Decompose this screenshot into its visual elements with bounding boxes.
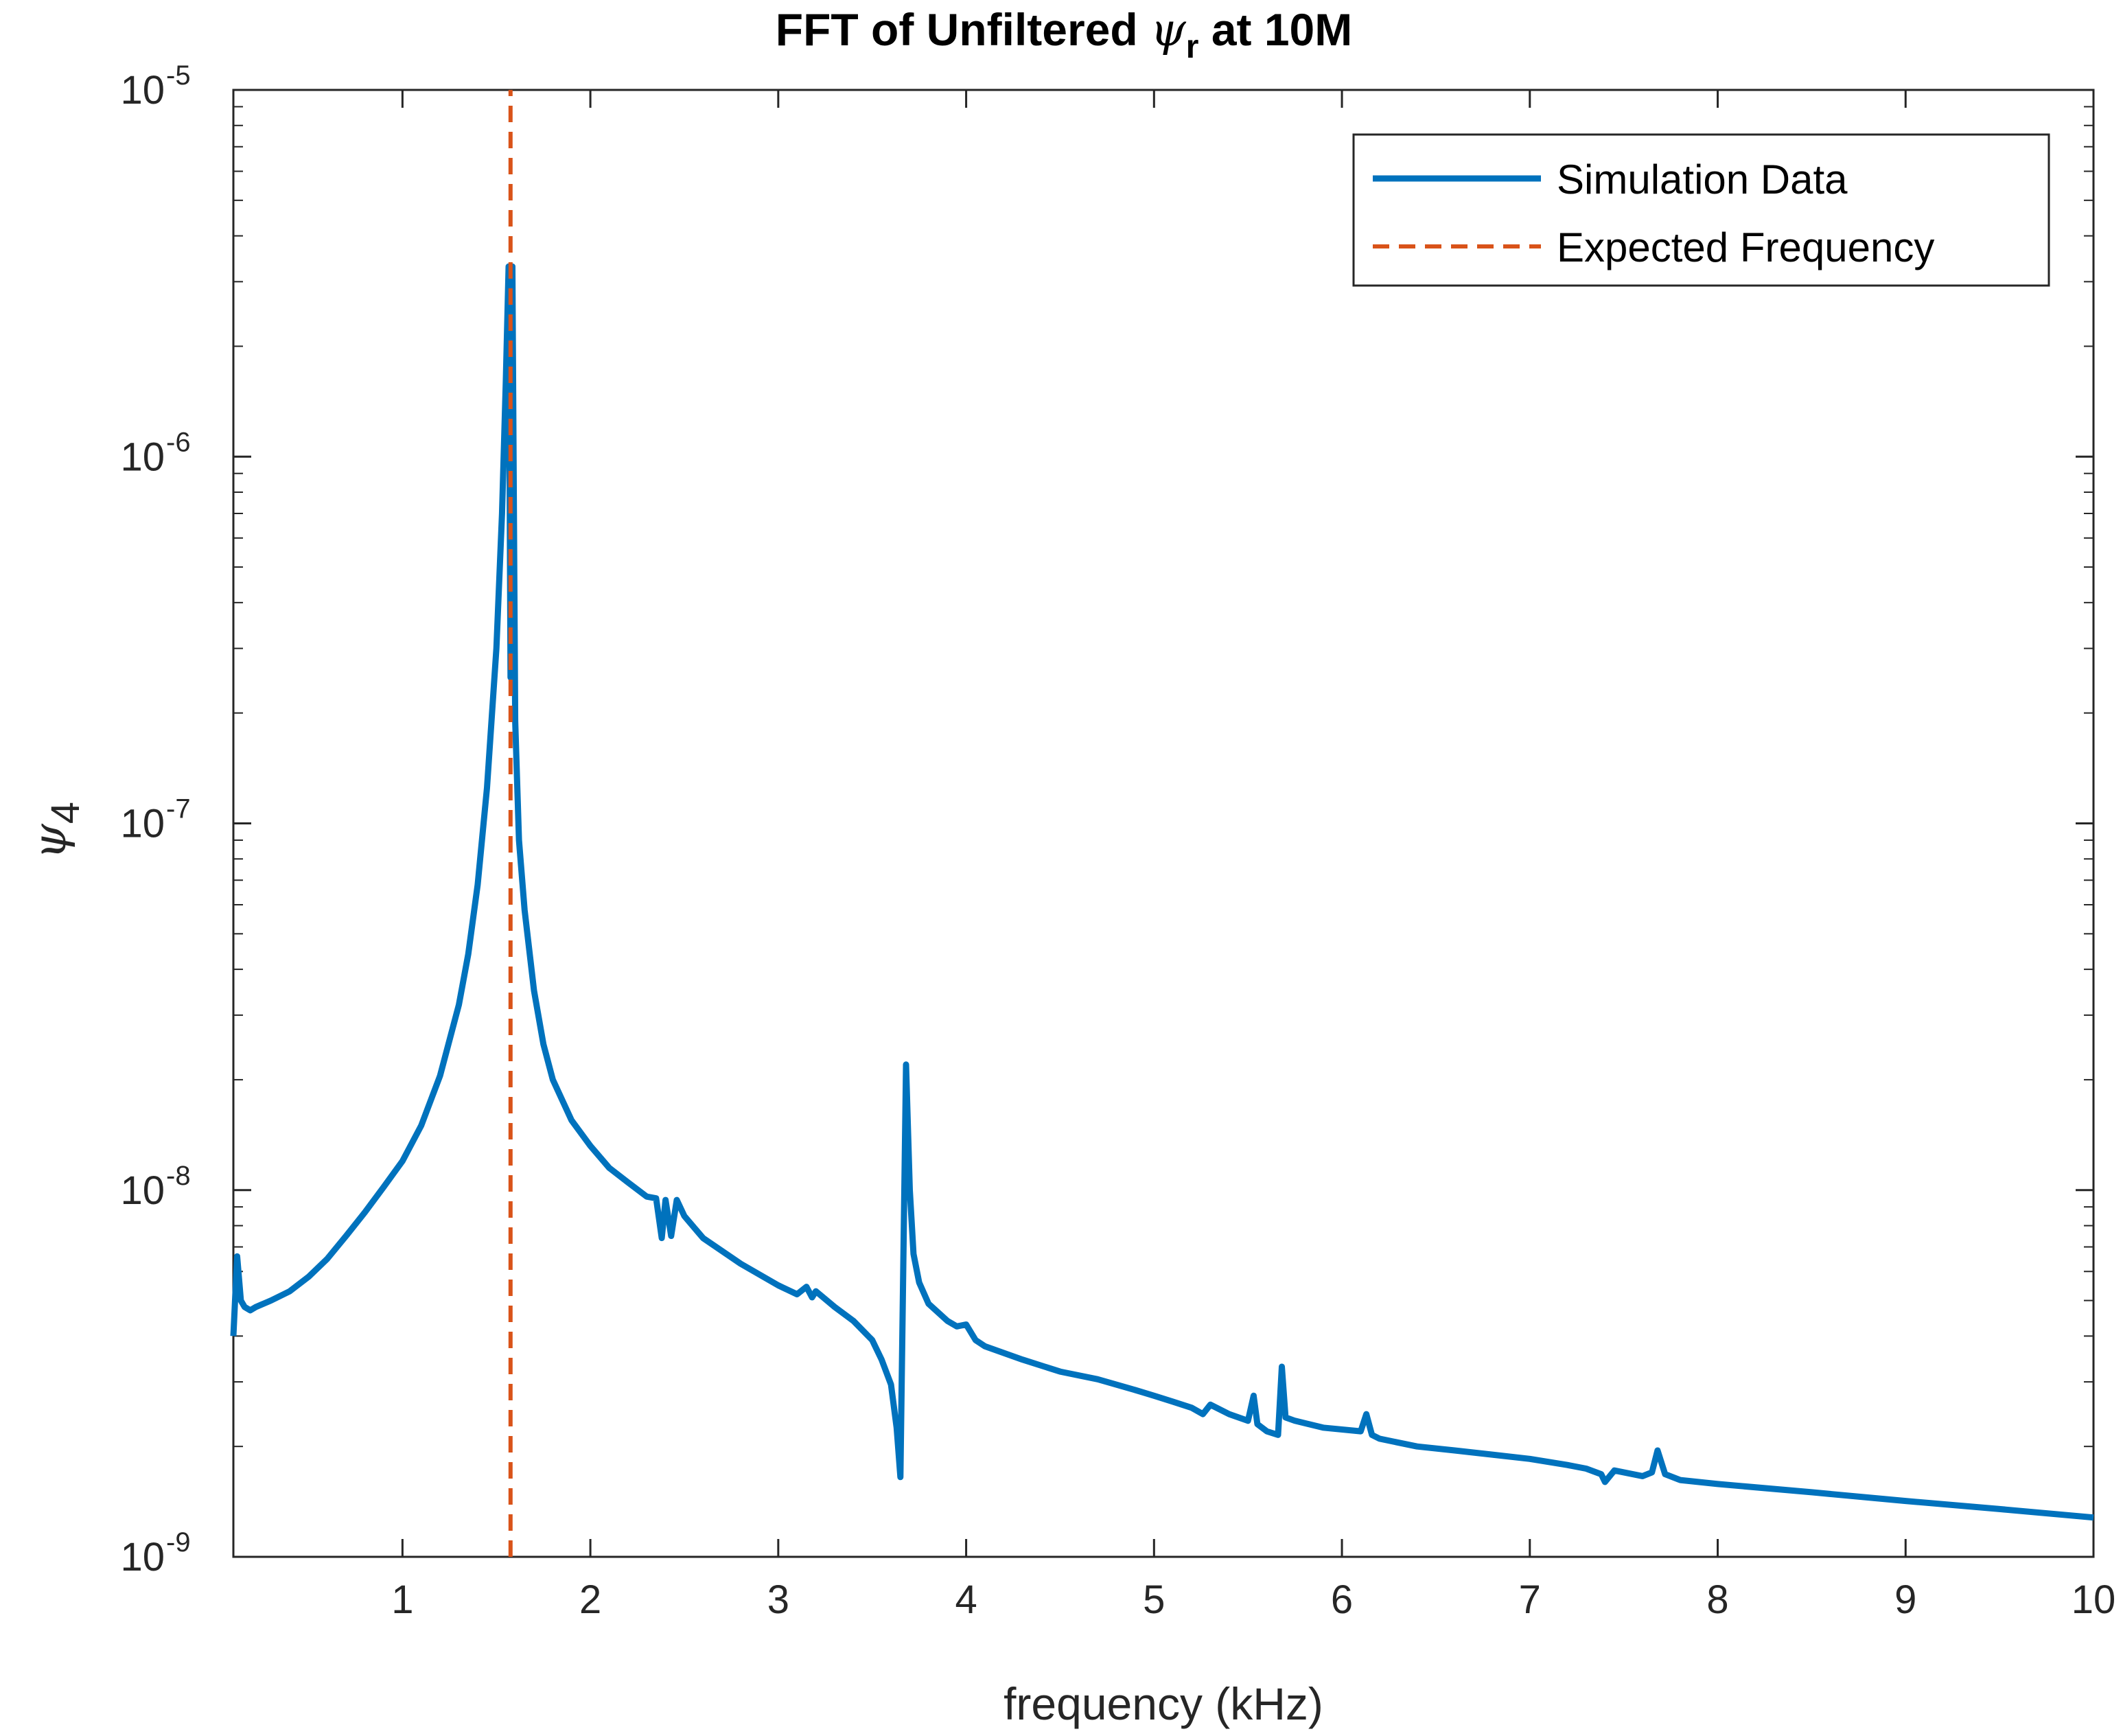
- legend-label-simulation: Simulation Data: [1557, 157, 1848, 202]
- x-tick-label: 8: [1706, 1577, 1728, 1622]
- x-tick-label: 10: [2072, 1577, 2116, 1622]
- y-axis-title: ψ4: [23, 802, 88, 859]
- series-line-simulation-data: [230, 263, 2094, 1521]
- legend: Simulation Data Expected Frequency: [1352, 133, 2050, 287]
- x-tick-label: 5: [1143, 1577, 1165, 1622]
- y-tick-label: 10: [120, 68, 165, 113]
- y-tick-label-exponent: -8: [166, 1161, 191, 1191]
- x-tick-label: 7: [1519, 1577, 1541, 1622]
- x-tick-label: 3: [767, 1577, 789, 1622]
- series-layer: [230, 90, 2094, 1557]
- y-tick-label: 10: [120, 802, 165, 846]
- x-tick-label: 2: [579, 1577, 601, 1622]
- chart-title: FFT of Unfiltered ψr at 10M: [776, 3, 1352, 65]
- y-tick-label: 10: [120, 1168, 165, 1213]
- legend-box: [1352, 133, 2050, 287]
- legend-label-expected: Expected Frequency: [1557, 224, 1934, 270]
- plot-area: [232, 89, 2095, 1558]
- y-tick-label-exponent: -5: [166, 60, 191, 91]
- y-tick-label: 10: [120, 1535, 165, 1579]
- y-axis: 10-910-810-710-610-5: [120, 60, 2093, 1579]
- x-tick-label: 1: [391, 1577, 413, 1622]
- x-tick-label: 4: [955, 1577, 977, 1622]
- y-tick-label: 10: [120, 435, 165, 479]
- x-tick-label: 9: [1894, 1577, 1916, 1622]
- x-axis: 1 2 3 4 5 6 7 8 9 10: [391, 90, 2115, 1622]
- y-tick-label-exponent: -7: [166, 794, 191, 824]
- y-tick-label-exponent: -9: [166, 1527, 191, 1558]
- x-tick-label: 6: [1331, 1577, 1353, 1622]
- x-axis-title: frequency (kHz): [1004, 1678, 1323, 1729]
- y-tick-label-exponent: -6: [166, 427, 191, 457]
- svg-text:ψ4: ψ4: [23, 802, 88, 859]
